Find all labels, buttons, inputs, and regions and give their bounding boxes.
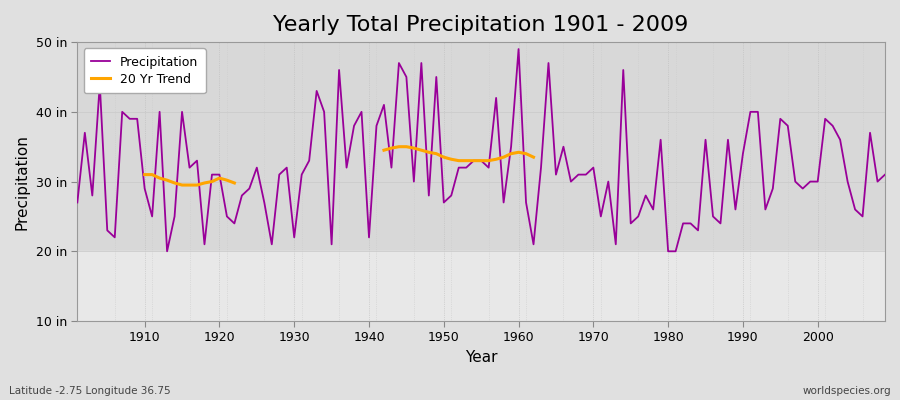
Precipitation: [304, 158, 315, 163]
20 Yr Trend: [162, 178, 173, 182]
20 Yr Trend: [199, 180, 210, 185]
20 Yr Trend: [169, 180, 180, 185]
20 Yr Trend: [229, 180, 239, 185]
Legend: Precipitation, 20 Yr Trend: Precipitation, 20 Yr Trend: [84, 48, 205, 93]
Bar: [77, 251, 885, 321]
Text: Latitude -2.75 Longitude 36.75: Latitude -2.75 Longitude 36.75: [9, 386, 171, 396]
Precipitation: [348, 123, 359, 128]
20 Yr Trend: [147, 172, 158, 177]
Precipitation: [528, 242, 539, 247]
Precipitation: [520, 200, 531, 205]
20 Yr Trend: [214, 176, 225, 180]
X-axis label: Year: Year: [465, 350, 498, 365]
Precipitation: [879, 172, 890, 177]
20 Yr Trend: [176, 183, 187, 188]
20 Yr Trend: [154, 176, 165, 180]
Precipitation: [618, 68, 629, 72]
Line: Precipitation: Precipitation: [77, 49, 885, 251]
Title: Yearly Total Precipitation 1901 - 2009: Yearly Total Precipitation 1901 - 2009: [274, 15, 688, 35]
Precipitation: [72, 200, 83, 205]
20 Yr Trend: [192, 183, 202, 188]
20 Yr Trend: [221, 178, 232, 182]
Precipitation: [131, 116, 142, 121]
Line: 20 Yr Trend: 20 Yr Trend: [145, 174, 234, 185]
Text: worldspecies.org: worldspecies.org: [803, 386, 891, 396]
20 Yr Trend: [184, 183, 195, 188]
20 Yr Trend: [140, 172, 150, 177]
Precipitation: [162, 249, 173, 254]
Precipitation: [513, 47, 524, 52]
20 Yr Trend: [207, 179, 218, 184]
Y-axis label: Precipitation: Precipitation: [15, 134, 30, 230]
